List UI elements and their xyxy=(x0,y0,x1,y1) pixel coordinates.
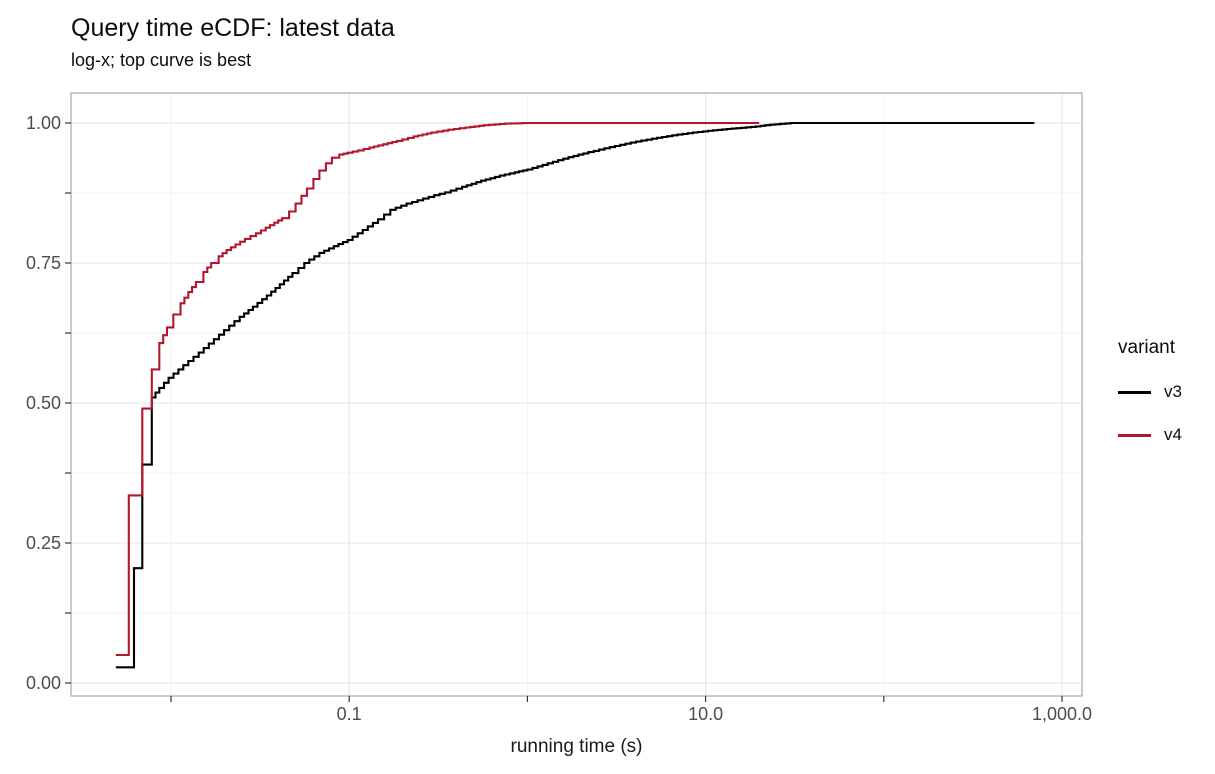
y-tick-label: 1.00 xyxy=(26,113,61,133)
legend: variant v3 v4 xyxy=(1118,337,1182,465)
chart-title: Query time eCDF: latest data xyxy=(71,14,395,42)
y-tick-label: 0.75 xyxy=(26,253,61,273)
legend-label-v3: v3 xyxy=(1164,382,1182,401)
legend-title: variant xyxy=(1118,337,1176,358)
y-tick-label: 0.25 xyxy=(26,533,61,553)
panel-border xyxy=(70,92,1083,697)
x-tick-label: 1,000.0 xyxy=(1032,704,1092,724)
legend-item-v4: v4 xyxy=(1118,422,1182,448)
x-axis-title: running time (s) xyxy=(510,736,643,757)
v4-line-swatch xyxy=(1118,433,1151,437)
chart-subtitle: log-x; top curve is best xyxy=(71,50,252,70)
gridlines xyxy=(71,93,1082,696)
x-tick-label: 0.1 xyxy=(337,704,362,724)
v3-line-swatch xyxy=(1118,390,1151,394)
curves xyxy=(115,121,1035,669)
axes: 0.1 10.0 1,000.0 0.00 0.25 0.50 0.75 1.00 xyxy=(26,92,1092,724)
legend-label-v4: v4 xyxy=(1164,425,1182,444)
y-tick-label: 0.50 xyxy=(26,393,61,413)
ecdf-curve-v4 xyxy=(115,121,760,657)
ecdf-curve-v3 xyxy=(115,121,1035,669)
x-tick-label: 10.0 xyxy=(688,704,723,724)
y-tick-label: 0.00 xyxy=(26,673,61,693)
legend-item-v3: v3 xyxy=(1118,379,1182,405)
